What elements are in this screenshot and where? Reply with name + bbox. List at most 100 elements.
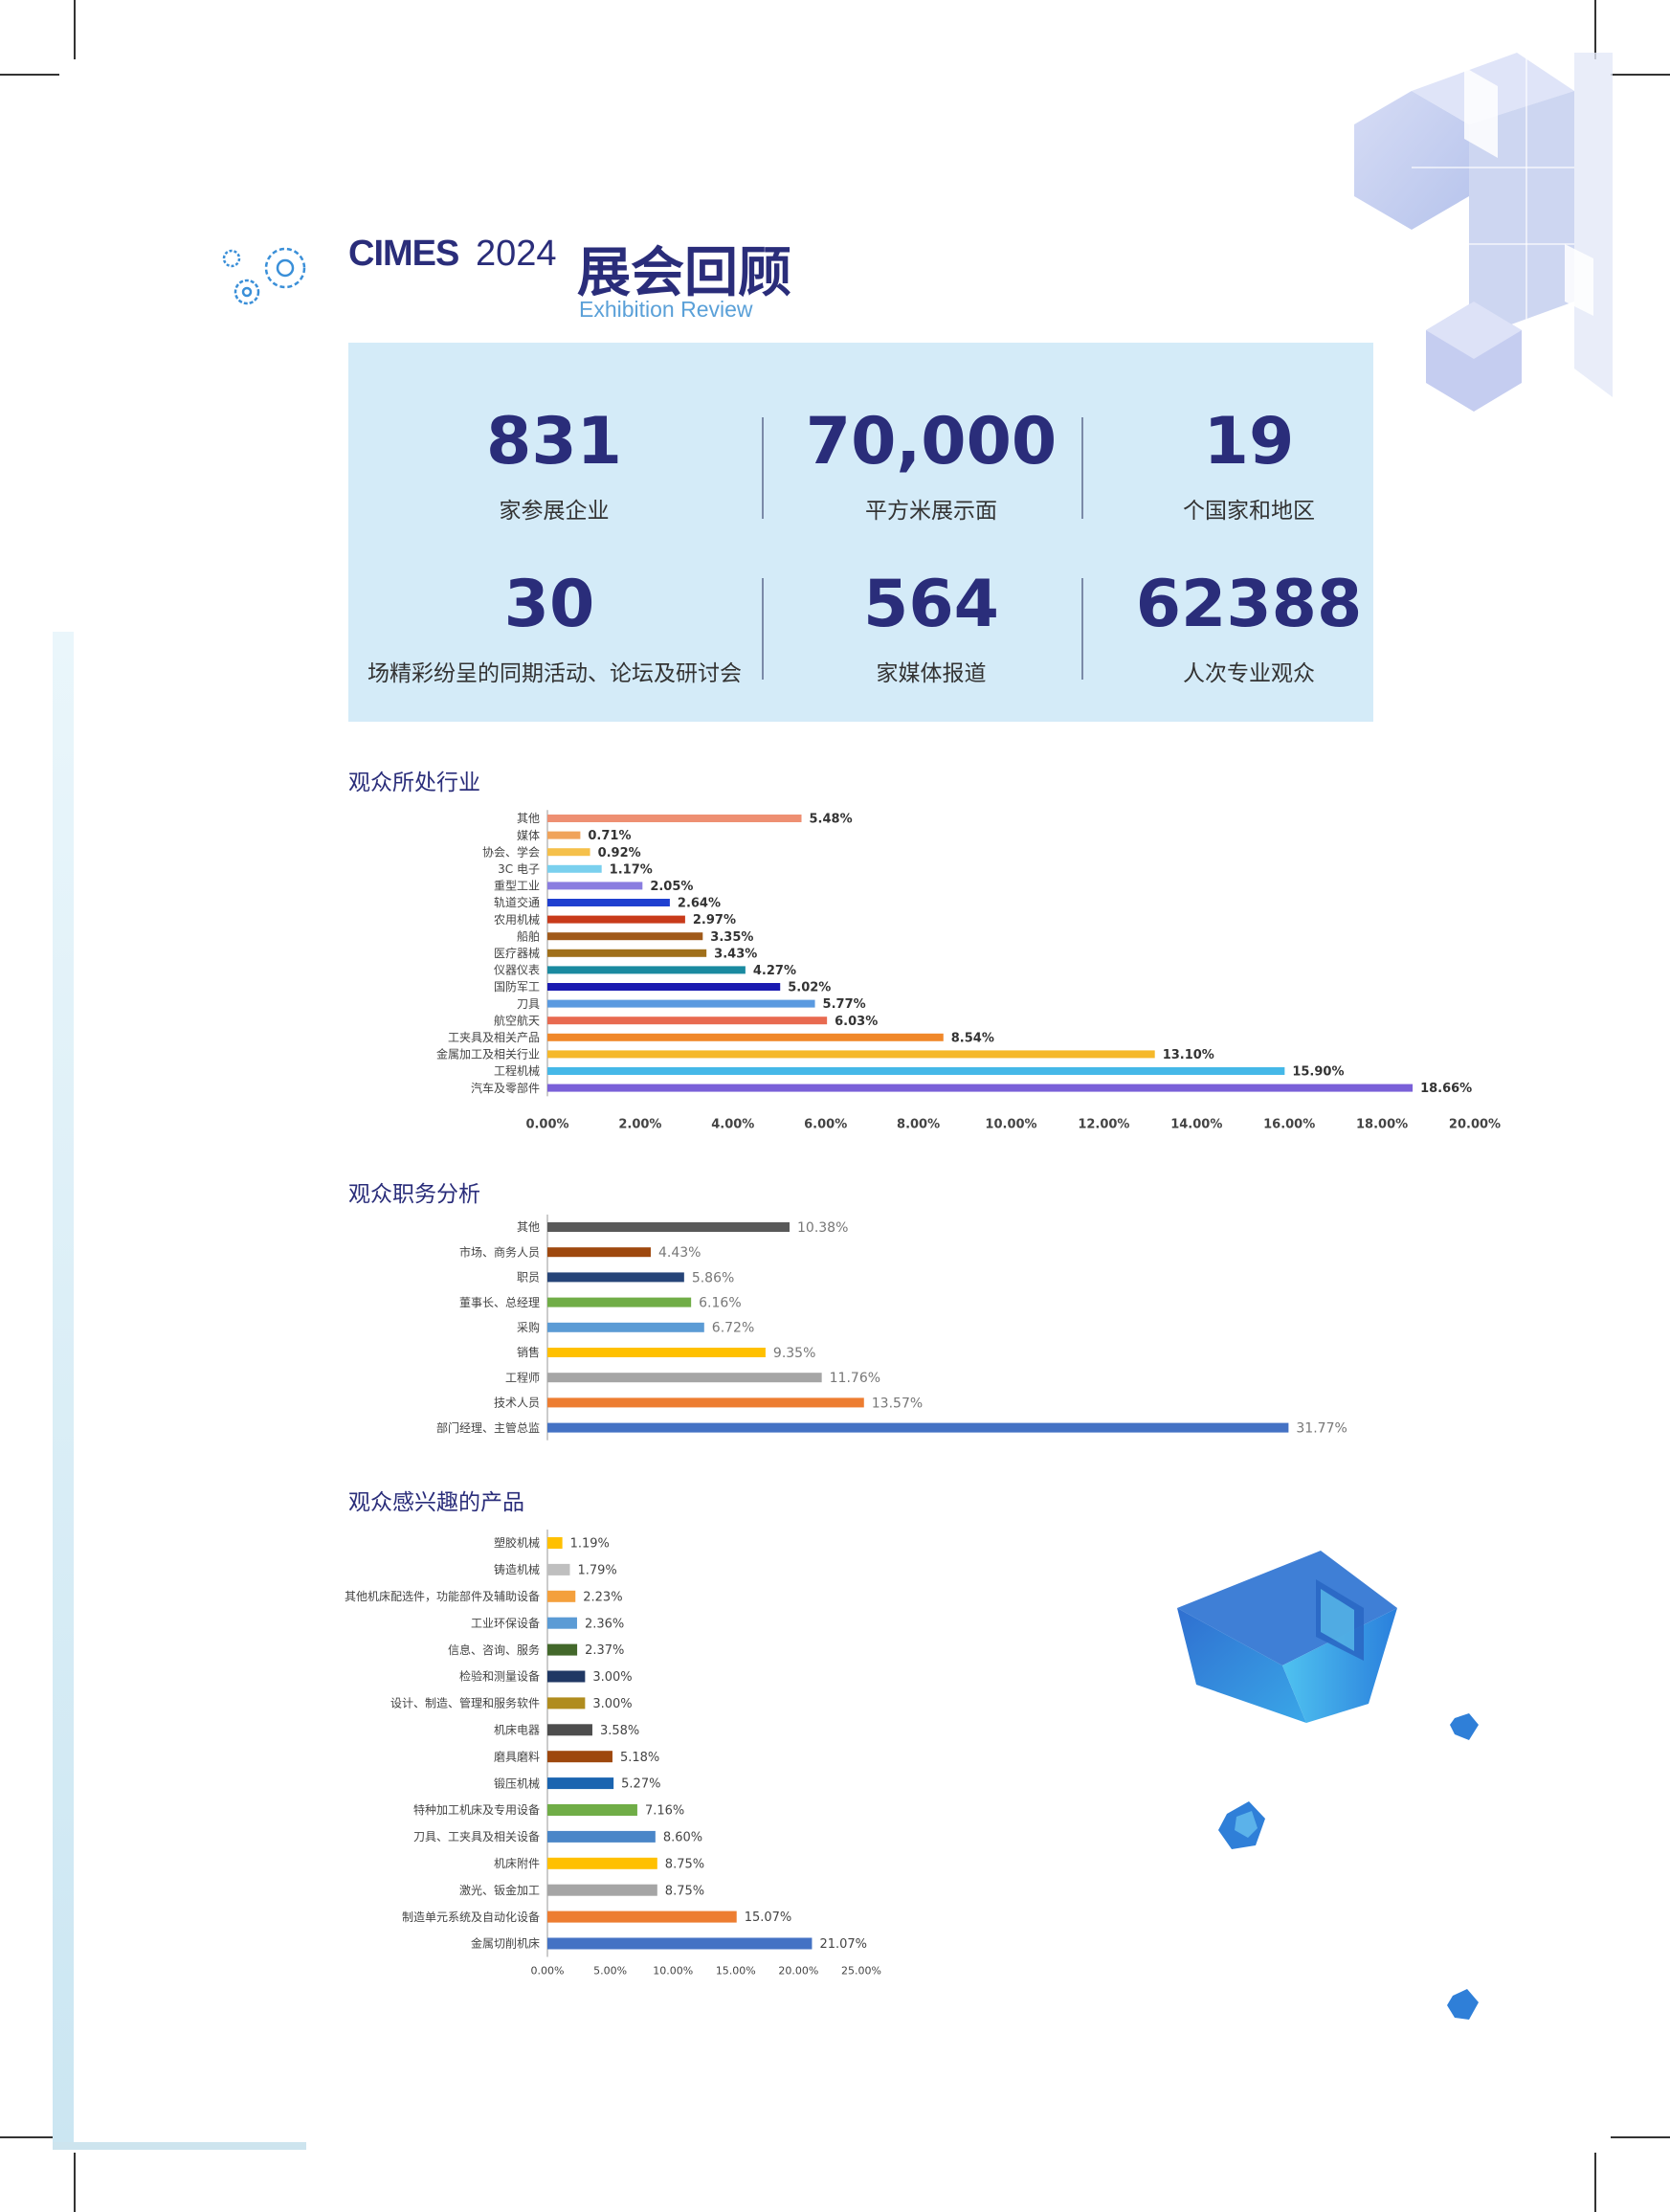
category-label: 技术人员 [494,1396,540,1410]
stat-countries: 19 个国家和地区 [1086,410,1412,525]
data-label: 2.64% [678,897,721,911]
bar [547,831,581,839]
category-label: 职员 [517,1271,540,1285]
data-label: 8.75% [665,1857,704,1871]
x-tick-label: 0.00% [525,1118,568,1132]
x-tick-label: 10.00% [653,1965,693,1977]
data-label: 1.17% [610,862,653,877]
crop-mark [1594,2153,1596,2212]
category-label: 工业环保设备 [471,1617,540,1630]
x-tick-label: 14.00% [1170,1118,1222,1132]
category-label: 其他 [517,1220,540,1234]
category-label: 董事长、总经理 [459,1296,540,1309]
bar [547,1050,1155,1059]
category-label: 农用机械 [494,912,540,927]
stat-exhibitors: 831 家参展企业 [391,410,717,525]
category-label: 工程机械 [494,1063,540,1078]
x-tick-label: 15.00% [716,1965,756,1977]
bar [547,1643,578,1656]
brand-year: 2024 [476,234,557,274]
bar [547,1670,586,1683]
crop-mark [1594,0,1596,59]
data-label: 4.43% [658,1245,701,1261]
divider [762,578,764,680]
x-tick-label: 10.00% [985,1118,1036,1132]
category-label: 其他 [517,812,540,825]
data-label: 3.00% [592,1697,632,1711]
data-label: 15.90% [1292,1065,1344,1080]
bar [547,983,781,991]
data-label: 9.35% [773,1346,815,1361]
crop-mark [1611,74,1670,76]
category-label: 3C 电子 [498,862,540,876]
bar [547,1777,614,1790]
bar [547,1017,828,1025]
category-label: 工程师 [505,1370,540,1384]
data-label: 0.92% [598,846,641,860]
floating-cubes-decor [1177,1551,1479,2020]
left-decor-band [53,632,74,2144]
data-label: 3.43% [714,947,757,961]
crop-mark [0,74,59,76]
category-label: 销售 [517,1345,540,1359]
x-tick-label: 25.00% [841,1965,881,1977]
divider [762,417,764,519]
crop-mark [74,0,76,59]
data-label: 5.27% [621,1777,660,1792]
category-label: 工夹具及相关产品 [448,1031,540,1044]
category-label: 医疗器械 [494,946,540,960]
data-label: 5.18% [620,1751,659,1765]
bar [547,848,590,857]
category-label: 机床电器 [494,1724,540,1737]
category-label: 其他机床配选件，功能部件及辅助设备 [345,1589,540,1603]
bar [547,1697,586,1709]
data-label: 1.19% [570,1537,610,1552]
stat-label: 人次专业观众 [1183,661,1315,686]
category-label: 国防军工 [494,979,540,994]
crop-mark [0,2136,59,2138]
data-label: 2.36% [585,1617,624,1631]
bar [547,1297,692,1307]
data-label: 3.35% [710,930,753,945]
bar [547,1910,737,1923]
category-label: 特种加工机床及专用设备 [413,1802,540,1817]
stats-panel: 831 家参展企业 70,000 平方米展示面 19 个国家和地区 30 场精彩… [348,343,1373,722]
data-label: 5.48% [810,813,853,827]
stat-label: 场精彩纷呈的同期活动、论坛及研讨会 [367,661,742,686]
bar [547,1563,570,1575]
bar [547,1373,822,1383]
industry-section-title: 观众所处行业 [348,771,480,795]
product-bar-chart: 塑胶机械 1.19% 铸造机械 1.79% 其他机床配选件，功能部件及辅助设备 2.23%… [345,1530,881,1977]
category-label: 航空航天 [494,1013,540,1027]
stat-value: 62388 [1135,567,1363,642]
bar [547,864,602,873]
x-tick-label: 0.00% [531,1965,565,1977]
data-label: 13.10% [1163,1048,1214,1062]
stat-label: 家参展企业 [499,499,610,524]
category-label: 设计、制造、管理和服务软件 [390,1696,540,1710]
bar [547,1724,592,1736]
data-label: 3.00% [592,1670,632,1685]
data-label: 3.58% [600,1724,639,1738]
crop-mark [74,2153,76,2212]
product-section-title: 观众感兴趣的产品 [348,1490,524,1515]
bar [547,1322,704,1332]
bar [547,1247,651,1258]
bar [547,932,703,941]
category-label: 市场、商务人员 [459,1244,540,1259]
cube-cluster-decor [1354,53,1613,412]
data-label: 4.27% [753,964,796,978]
data-label: 8.60% [663,1830,702,1844]
stat-events: 30 场精彩纷呈的同期活动、论坛及研讨会 [367,572,742,687]
crop-mark [1611,2136,1670,2138]
data-label: 10.38% [797,1220,848,1236]
data-label: 2.05% [650,880,693,894]
stat-visitors: 62388 人次专业观众 [1086,572,1412,687]
bar [547,966,746,974]
bar [547,1857,657,1869]
data-label: 11.76% [830,1371,880,1386]
bar [547,915,685,924]
stat-value: 564 [863,567,999,642]
category-label: 轨道交通 [494,895,540,909]
x-tick-label: 5.00% [593,1965,627,1977]
